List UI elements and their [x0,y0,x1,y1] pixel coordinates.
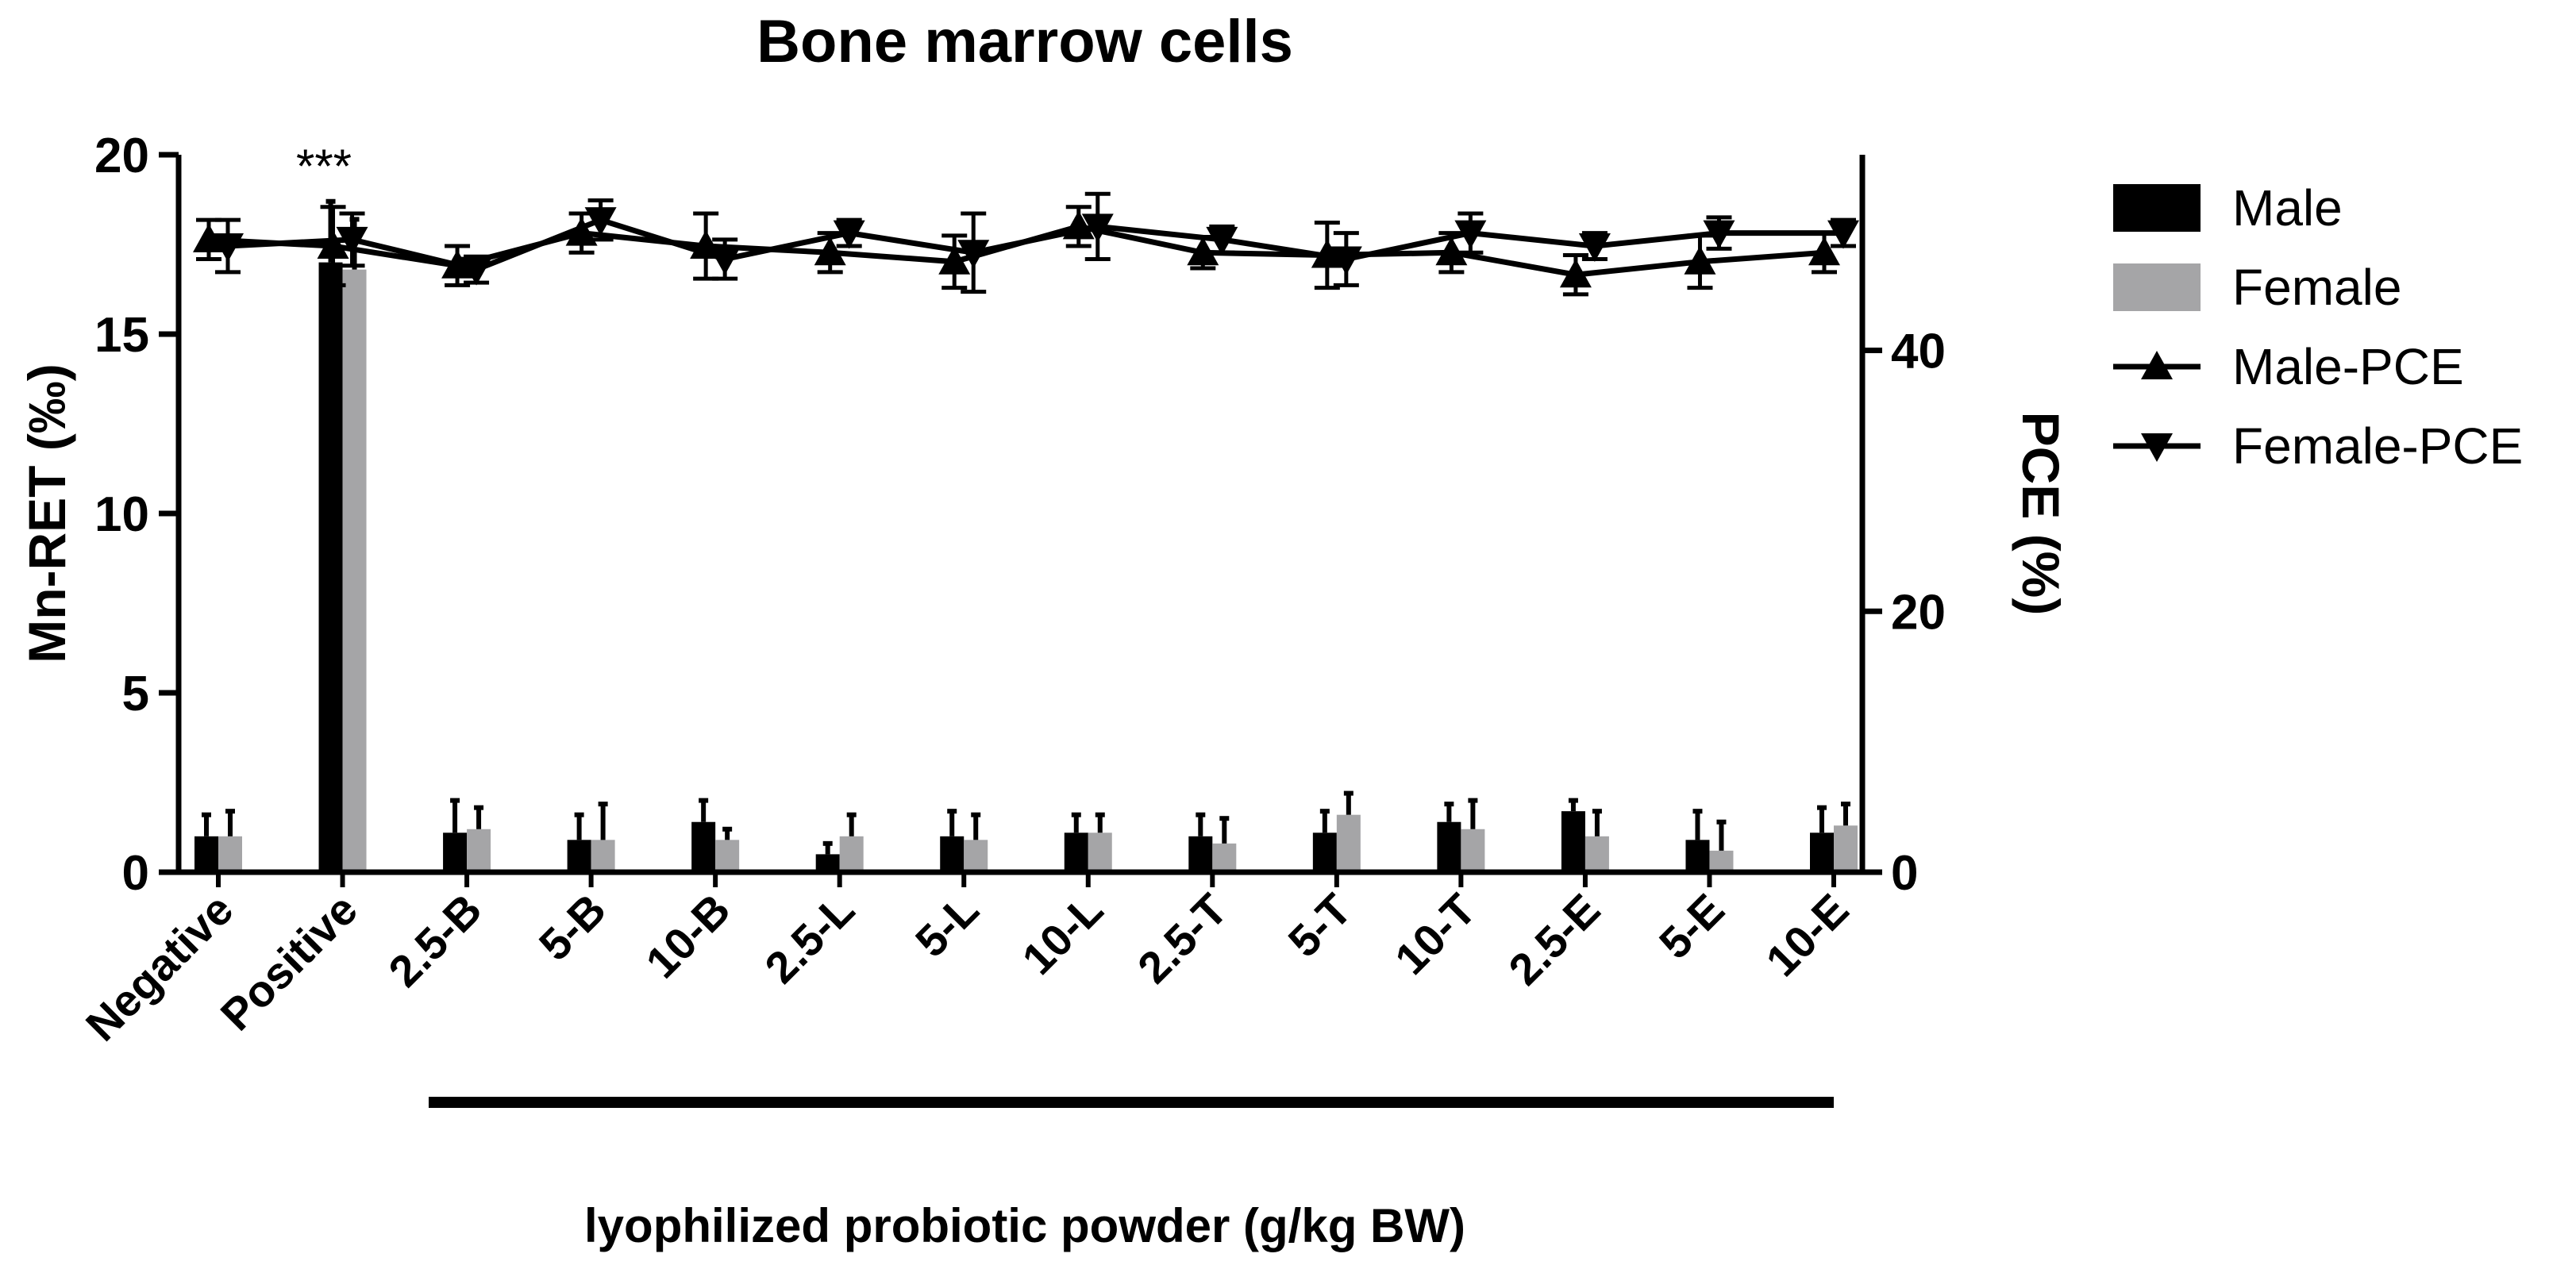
right-y-ticks: 0 20 40 [1862,325,1946,901]
y-tick-label: 5 [122,667,149,721]
marker-male-pce-negative [193,223,225,252]
bar-female-10-l [1088,833,1112,872]
x-tick-label: 5-B [529,884,615,970]
x-tick-label: 5-T [1278,884,1361,967]
bar-male-5-t [1312,833,1337,872]
bar-male-5-b [567,840,591,872]
y-tick-label: 20 [94,129,149,183]
x-tick-label: 10-T [1385,884,1485,984]
marker-male-pce-10-e [1808,236,1840,266]
line-female-pce [227,217,1843,273]
marker-male-pce-5-e [1684,245,1716,275]
y2-tick-label: 0 [1891,846,1918,901]
legend-swatch-female [2113,263,2201,311]
x-tick-label: 2.5-B [379,884,491,996]
marker-female-pce-positive [336,226,368,256]
bar-male-2.5-b [443,833,468,872]
bar-male-5-e [1685,840,1710,872]
x-tick-label: 5-E [1650,884,1734,968]
bar-female-positive [342,269,367,872]
bars-layer [194,198,1858,873]
y2-tick-label: 20 [1891,585,1946,640]
bar-male-2.5-t [1188,836,1213,872]
bar-male-negative [194,836,218,872]
y-tick-label: 10 [94,487,149,542]
bar-male-5-l [940,836,965,872]
x-axis-label: lyophilized probiotic powder (g/kg BW) [584,1199,1465,1252]
y-axis-label: Mn-RET (‰) [17,363,76,663]
x-tick-label: 5-L [906,884,988,967]
marker-male-pce-2.5-l [814,236,846,266]
x-tick-label: 2.5-L [755,884,864,993]
marker-female-pce-negative [212,233,244,263]
bar-female-5-b [591,840,615,872]
x-tick-label: 2.5-E [1499,884,1609,994]
marker-female-pce-2.5-l [833,220,865,249]
bar-male-10-e [1810,833,1834,872]
x-tick-label: 10-E [1756,884,1858,986]
x-tick-label: Positive [211,884,367,1040]
y-tick-label: 0 [122,846,149,901]
bar-female-negative [218,836,242,872]
marker-female-pce-5-l [957,240,990,269]
bar-female-5-e [1709,850,1734,872]
left-y-ticks: 0 5 10 15 20 [94,129,179,901]
marker-female-pce-10-t [1454,220,1487,249]
bar-male-2.5-e [1561,811,1585,872]
marker-male-pce-positive [317,230,349,260]
bar-female-10-t [1461,829,1485,872]
legend-marker-female-pce [2141,433,2173,462]
marker-female-pce-10-l [1081,213,1114,243]
y2-tick-label: 40 [1891,325,1946,379]
marker-female-pce-5-e [1703,220,1735,249]
x-tick-label: 10-L [1012,884,1112,984]
bar-female-5-t [1336,814,1361,872]
y2-axis-label: PCE (%) [2012,412,2070,616]
bar-male-10-l [1064,833,1088,872]
legend: Male Female Male-PCE Female-PCE [2113,179,2523,475]
marker-female-pce-2.5-e [1578,233,1611,263]
marker-male-pce-2.5-t [1187,236,1219,266]
x-tick-label: Negative [76,884,243,1051]
legend-label-male: Male [2232,179,2343,236]
chart-title: Bone marrow cells [757,8,1293,75]
marker-female-pce-5-t [1330,246,1362,275]
legend-swatch-male [2113,184,2201,232]
marker-female-pce-5-b [584,207,617,236]
legend-label-male-pce: Male-PCE [2232,338,2464,395]
bar-female-2.5-l [839,836,864,872]
bar-male-2.5-l [815,854,840,872]
x-tick-label: 2.5-T [1128,884,1237,993]
x-tick-label: 10-B [636,884,739,987]
bar-female-2.5-e [1584,836,1609,872]
bar-female-2.5-t [1212,843,1237,872]
bar-female-10-e [1834,825,1858,872]
bar-female-10-b [715,840,740,872]
legend-label-female: Female [2232,259,2401,316]
bar-male-positive [318,262,343,873]
marker-female-pce-10-b [709,246,741,275]
marker-male-pce-5-l [938,245,971,275]
bar-female-5-l [964,840,988,872]
pce-lines-layer [193,191,1859,297]
marker-male-pce-2.5-e [1559,259,1592,288]
legend-label-female-pce: Female-PCE [2232,417,2523,475]
marker-female-pce-2.5-b [460,256,493,286]
marker-female-pce-2.5-t [1206,226,1238,256]
marker-female-pce-10-e [1827,220,1859,249]
y-tick-label: 15 [94,308,149,363]
bar-male-10-t [1437,821,1461,872]
bar-male-10-b [691,821,716,872]
significance-marker: *** [296,140,352,193]
legend-marker-male-pce [2141,351,2173,379]
marker-male-pce-10-t [1435,236,1468,266]
bar-female-2.5-b [467,829,491,872]
